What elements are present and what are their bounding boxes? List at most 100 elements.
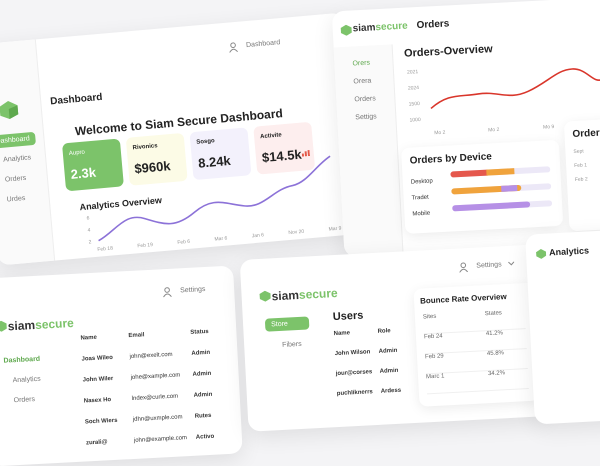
table-cell: Nasex Ho: [83, 397, 112, 405]
axis-label: Mo 9: [542, 124, 555, 131]
stat-card: Activite $14.5k: [253, 121, 316, 175]
orders-card: siamsecure Orders Orers Orera Orders Set…: [331, 0, 600, 258]
nav-item[interactable]: Analytics: [12, 375, 41, 385]
table-cell: john@example.com: [133, 435, 188, 444]
table-cell: 45.8%: [486, 349, 528, 372]
side-panel: Orders O Sept Feb 1 Feb 2: [563, 117, 600, 232]
orders-line: [430, 60, 600, 110]
users-card: siamsecure Settings Dashboard Analytics …: [0, 265, 243, 466]
table-cell: Marc 1: [425, 371, 489, 395]
axis-label: 2: [88, 239, 92, 246]
table-cell: Rutes: [194, 412, 212, 420]
side-row: Feb 1: [574, 162, 588, 170]
table-cell: Admin: [191, 349, 211, 357]
chart-title: Orders-Overview: [403, 43, 493, 60]
user-icon[interactable]: [162, 287, 173, 298]
nav-item[interactable]: Settigs: [355, 113, 377, 122]
table-cell: Soch Wiers: [84, 417, 118, 426]
sidebar: Dashboard Analytics Orders Urdes: [0, 39, 56, 266]
axis-label: Feb 18: [97, 245, 114, 253]
top-link[interactable]: Settings: [476, 261, 502, 270]
stat-label: Sosgo: [196, 138, 215, 146]
nav-item[interactable]: Orders: [13, 396, 36, 405]
logo: [0, 320, 7, 332]
axis-label: 2021: [406, 69, 419, 76]
nav-item[interactable]: Store: [264, 316, 310, 332]
caret-icon[interactable]: [508, 261, 515, 266]
nav-item[interactable]: Analytics: [2, 154, 32, 164]
top-link[interactable]: Dashboard: [245, 39, 281, 50]
axis-label: Mo 2: [488, 126, 500, 134]
device-label: Desktop: [410, 178, 433, 186]
nav-item[interactable]: Orders: [4, 174, 27, 184]
axis-label: Mar 6: [214, 235, 228, 243]
brand-accent: secure: [34, 315, 75, 332]
brand-accent: secure: [298, 285, 338, 302]
column-header: States: [484, 309, 526, 332]
nav-item[interactable]: Orders: [354, 95, 376, 104]
user-icon[interactable]: [228, 42, 239, 53]
logo: [0, 101, 19, 119]
side-row: Sept: [573, 148, 584, 156]
logo: [340, 24, 352, 36]
axis-label: 4: [87, 227, 91, 234]
nav-item[interactable]: Orers: [352, 59, 371, 68]
nav-item[interactable]: Dashboard: [0, 131, 37, 149]
table-cell: John Wiler: [82, 375, 114, 384]
axis-label: Mar 9: [328, 225, 342, 233]
table-cell: John Wilson: [334, 349, 371, 358]
table-cell: puchliknerrs: [336, 389, 373, 398]
brand: siamsecure: [352, 21, 408, 35]
nav-item[interactable]: Orera: [353, 77, 372, 86]
nav-item[interactable]: Urdes: [6, 194, 26, 204]
dashboard-card: Dashboard Analytics Orders Urdes Dashboa…: [0, 12, 363, 266]
column-header: Role: [377, 328, 391, 335]
user-icon[interactable]: [458, 262, 469, 273]
nav-item[interactable]: Fibers: [282, 340, 302, 349]
table-cell: Admin: [192, 370, 212, 378]
trend-icon: [301, 149, 311, 157]
table-cell: jour@corses: [335, 369, 373, 378]
axis-label: 1000: [409, 116, 421, 124]
device-label: Tradet: [411, 194, 429, 202]
section-title: Users: [332, 309, 364, 324]
stat-label: Rivonics: [132, 143, 158, 152]
table-cell: Admin: [379, 367, 399, 375]
users-table: Name Email Status Joas Wileo john@exelt.com A…: [80, 328, 232, 461]
stat-label: Aupro: [68, 149, 86, 157]
brand-accent: secure: [375, 20, 408, 34]
side-row: Feb 2: [574, 176, 588, 183]
bounce-panel: Bounce Rate Overview Sites States Feb 24 41…: [413, 282, 540, 407]
table-cell: Activo: [195, 433, 215, 441]
analytics-card: Analytics: [525, 229, 600, 425]
users-table: Name Role John Wilson Admin jour@corses Admin…: [334, 327, 412, 411]
page-title: Orders: [416, 18, 450, 32]
nav-item[interactable]: Dashboard: [3, 355, 41, 365]
device-panel: Orders by Device Desktop Tradet Mobile: [400, 139, 564, 234]
panel-title: Bounce Rate Overview: [419, 292, 507, 306]
table-cell: zurali@: [85, 439, 108, 447]
logo: [259, 290, 271, 302]
top-link[interactable]: Settings: [179, 286, 206, 295]
page-title: Dashboard: [49, 91, 103, 108]
analytics-line: [98, 155, 331, 242]
axis-label: 6: [86, 215, 90, 222]
table-cell: 34.2%: [487, 369, 529, 392]
axis-label: Jan 6: [251, 232, 265, 240]
device-label: Mobile: [412, 210, 431, 218]
column-header: Name: [80, 334, 98, 342]
axis-label: Feb 6: [177, 238, 191, 246]
axis-label: Nov 20: [288, 228, 305, 237]
table-cell: Ardess: [380, 387, 402, 395]
logo: [536, 248, 547, 259]
axis-label: 2024: [407, 85, 420, 92]
panel-title: Orders by Device: [409, 151, 493, 167]
stat-label: Activite: [259, 132, 283, 141]
panel-title: Orders O: [572, 127, 600, 141]
brand: siamsecure: [271, 286, 338, 303]
brand-name: siam: [352, 22, 376, 35]
device-bars: [450, 166, 553, 212]
table-cell: Admin: [193, 391, 213, 399]
